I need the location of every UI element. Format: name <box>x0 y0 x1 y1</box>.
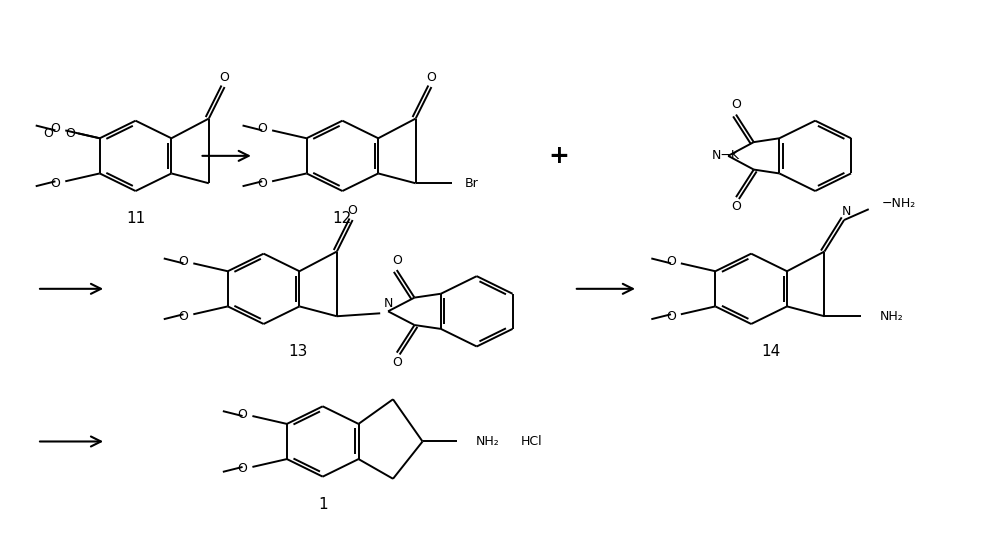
Text: 14: 14 <box>761 344 780 359</box>
Text: O: O <box>238 463 247 475</box>
Text: O: O <box>666 255 676 268</box>
Text: N−K: N−K <box>712 150 740 162</box>
Text: O: O <box>65 127 75 140</box>
Text: O: O <box>731 98 741 111</box>
Text: NH₂: NH₂ <box>880 310 903 323</box>
Text: 1: 1 <box>318 497 328 512</box>
Text: HCl: HCl <box>521 435 543 448</box>
Text: O: O <box>238 408 247 420</box>
Text: +: + <box>549 144 570 168</box>
Text: O: O <box>666 310 676 323</box>
Text: O: O <box>257 177 267 190</box>
Text: O: O <box>50 177 60 190</box>
Text: −NH₂: −NH₂ <box>882 197 916 210</box>
Text: O: O <box>348 204 358 217</box>
Text: O: O <box>220 71 230 84</box>
Text: O: O <box>179 310 188 323</box>
Text: N: N <box>383 297 393 310</box>
Text: O: O <box>426 71 436 84</box>
Text: N: N <box>841 204 851 218</box>
Text: O: O <box>392 356 402 369</box>
Text: 12: 12 <box>333 211 352 226</box>
Text: 13: 13 <box>288 344 308 359</box>
Text: O: O <box>257 122 267 135</box>
Text: NH₂: NH₂ <box>476 435 499 448</box>
Text: O: O <box>50 122 60 135</box>
Text: Br: Br <box>465 177 479 190</box>
Text: O: O <box>731 201 741 213</box>
Text: O: O <box>179 255 188 268</box>
Text: 11: 11 <box>126 211 145 226</box>
Text: O: O <box>392 254 402 266</box>
Text: O: O <box>44 127 53 140</box>
